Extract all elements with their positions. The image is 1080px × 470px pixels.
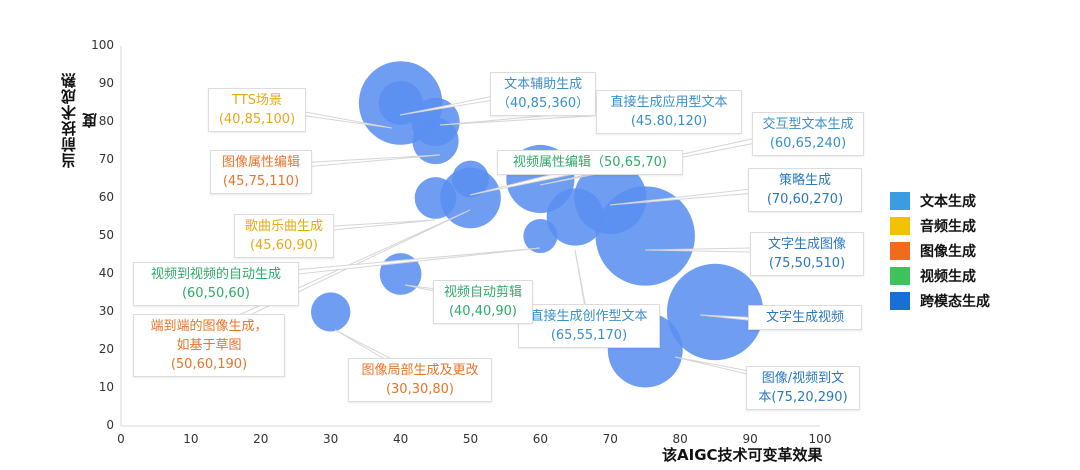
- callout-coords: (75,50,510): [768, 256, 846, 271]
- legend-swatch-icon: [890, 191, 910, 210]
- legend-swatch-icon: [890, 266, 910, 285]
- callout-title: 本(75,20,290): [758, 390, 848, 405]
- legend-swatch-icon: [890, 216, 910, 235]
- callout-coords: (50,60,190): [170, 357, 248, 372]
- y-tick-label: 50: [98, 228, 114, 242]
- bubble[interactable]: [523, 218, 558, 254]
- y-tick-label: 80: [98, 114, 114, 128]
- callout-title: TTS场景: [232, 93, 282, 108]
- callout-label: 视频属性编辑（50,65,70): [497, 150, 683, 175]
- x-tick-label: 40: [392, 432, 409, 446]
- y-tick-label: 30: [98, 304, 114, 318]
- callout-coords: (40,40,90): [448, 304, 518, 319]
- callout-label: TTS场景 (40,85,100): [208, 88, 306, 132]
- legend-item-video[interactable]: 视频生成: [890, 263, 990, 288]
- y-tick-label: 60: [98, 190, 114, 204]
- x-tick-label: 60: [532, 432, 549, 446]
- legend-swatch-icon: [890, 241, 910, 260]
- legend-item-crossmodal[interactable]: 跨模态生成: [890, 288, 990, 313]
- callout-label: 图像属性编辑 (45,75,110): [210, 150, 312, 194]
- callout-label: 直接生成应用型文本 (45.80,120): [596, 90, 742, 134]
- callout-label: 端到端的图像生成， 如基于草图 (50,60,190): [133, 314, 285, 377]
- x-tick-label: 30: [323, 432, 339, 446]
- callout-label: 文字生成视频: [748, 305, 862, 330]
- y-tick-label: 10: [98, 380, 114, 394]
- x-tick-label: 0: [117, 432, 125, 446]
- bubble[interactable]: [412, 117, 459, 165]
- callout-label: 交互型文本生成 (60,65,240): [752, 112, 864, 156]
- x-tick-label: 100: [808, 432, 832, 446]
- callout-coords: (45,75,110): [222, 174, 300, 189]
- callout-label: 歌曲乐曲生成 (45,60,90): [234, 214, 334, 258]
- bubble[interactable]: [546, 188, 605, 246]
- callout-title: 视频自动剪辑: [443, 285, 522, 300]
- callout-title: 直接生成应用型文本: [610, 95, 728, 110]
- callout-coords: (65,55,170): [550, 328, 628, 343]
- callout-coords: （40,85,360）: [497, 96, 590, 111]
- callout-coords: (70,60,270): [766, 192, 844, 207]
- legend-item-text[interactable]: 文本生成: [890, 188, 990, 213]
- legend-item-image[interactable]: 图像生成: [890, 238, 990, 263]
- callout-coords: (45.80,120): [630, 114, 708, 129]
- callout-title: 视频属性编辑（50,65,70): [513, 155, 667, 170]
- callout-label: 文本辅助生成 （40,85,360）: [490, 72, 597, 116]
- callout-title: 歌曲乐曲生成: [244, 219, 323, 234]
- callout-title: 如基于草图: [176, 338, 242, 353]
- callout-label: 图像/视频到文 本(75,20,290): [746, 366, 860, 410]
- callout-title: 直接生成创作型文本: [530, 309, 648, 324]
- x-tick-label: 50: [462, 432, 479, 446]
- legend-item-audio[interactable]: 音频生成: [890, 213, 990, 238]
- callout-title: 图像属性编辑: [221, 155, 300, 170]
- bubble[interactable]: [378, 81, 423, 125]
- callout-title: 文字生成图像: [767, 237, 846, 252]
- callout-coords: (30,30,80): [385, 382, 455, 397]
- x-tick-label: 20: [253, 432, 269, 446]
- callout-label: 策略生成 (70,60,270): [748, 168, 862, 212]
- y-tick-label: 100: [91, 38, 114, 52]
- callout-label: 视频自动剪辑 (40,40,90): [433, 280, 533, 324]
- callout-label: 图像局部生成及更改 (30,30,80): [348, 358, 492, 402]
- y-tick-label: 70: [98, 152, 114, 166]
- y-tick-label: 20: [98, 342, 114, 356]
- y-axis-label: 当前技术成熟度: [60, 72, 99, 168]
- y-tick-label: 90: [98, 76, 114, 90]
- callout-coords: (60,65,240): [769, 136, 847, 151]
- callout-title: 端到端的图像生成，: [150, 319, 268, 334]
- callout-label: 视频到视频的自动生成 (60,50,60): [133, 262, 299, 306]
- x-axis-label: 该AIGC技术可变革效果: [662, 446, 823, 464]
- y-tick-label: 40: [98, 266, 114, 280]
- callout-label: 直接生成创作型文本 (65,55,170): [518, 304, 660, 348]
- bubble[interactable]: [666, 263, 764, 361]
- callout-title: 策略生成: [778, 173, 831, 188]
- x-tick-label: 70: [602, 432, 618, 446]
- bubble[interactable]: [452, 160, 489, 198]
- x-tick-label: 90: [742, 432, 758, 446]
- callout-title: 文字生成视频: [765, 310, 844, 325]
- callout-title: 视频到视频的自动生成: [150, 267, 281, 282]
- legend: 文本生成 音频生成 图像生成 视频生成 跨模态生成: [890, 188, 990, 313]
- callout-title: 交互型文本生成: [762, 117, 854, 132]
- y-tick-label: 0: [106, 418, 114, 432]
- callout-title: 文本辅助生成: [504, 77, 583, 92]
- x-tick-label: 10: [183, 432, 199, 446]
- legend-swatch-icon: [890, 291, 910, 310]
- callout-title: 图像局部生成及更改: [361, 363, 479, 378]
- callout-coords: (60,50,60): [181, 286, 251, 301]
- bubble[interactable]: [414, 177, 457, 219]
- callout-coords: (40,85,100): [218, 112, 296, 127]
- callout-coords: (45,60,90): [249, 238, 319, 253]
- x-tick-label: 80: [672, 432, 688, 446]
- bubble[interactable]: [311, 292, 351, 332]
- callout-label: 文字生成图像 (75,50,510): [750, 232, 864, 276]
- callout-title: 图像/视频到文: [761, 371, 845, 386]
